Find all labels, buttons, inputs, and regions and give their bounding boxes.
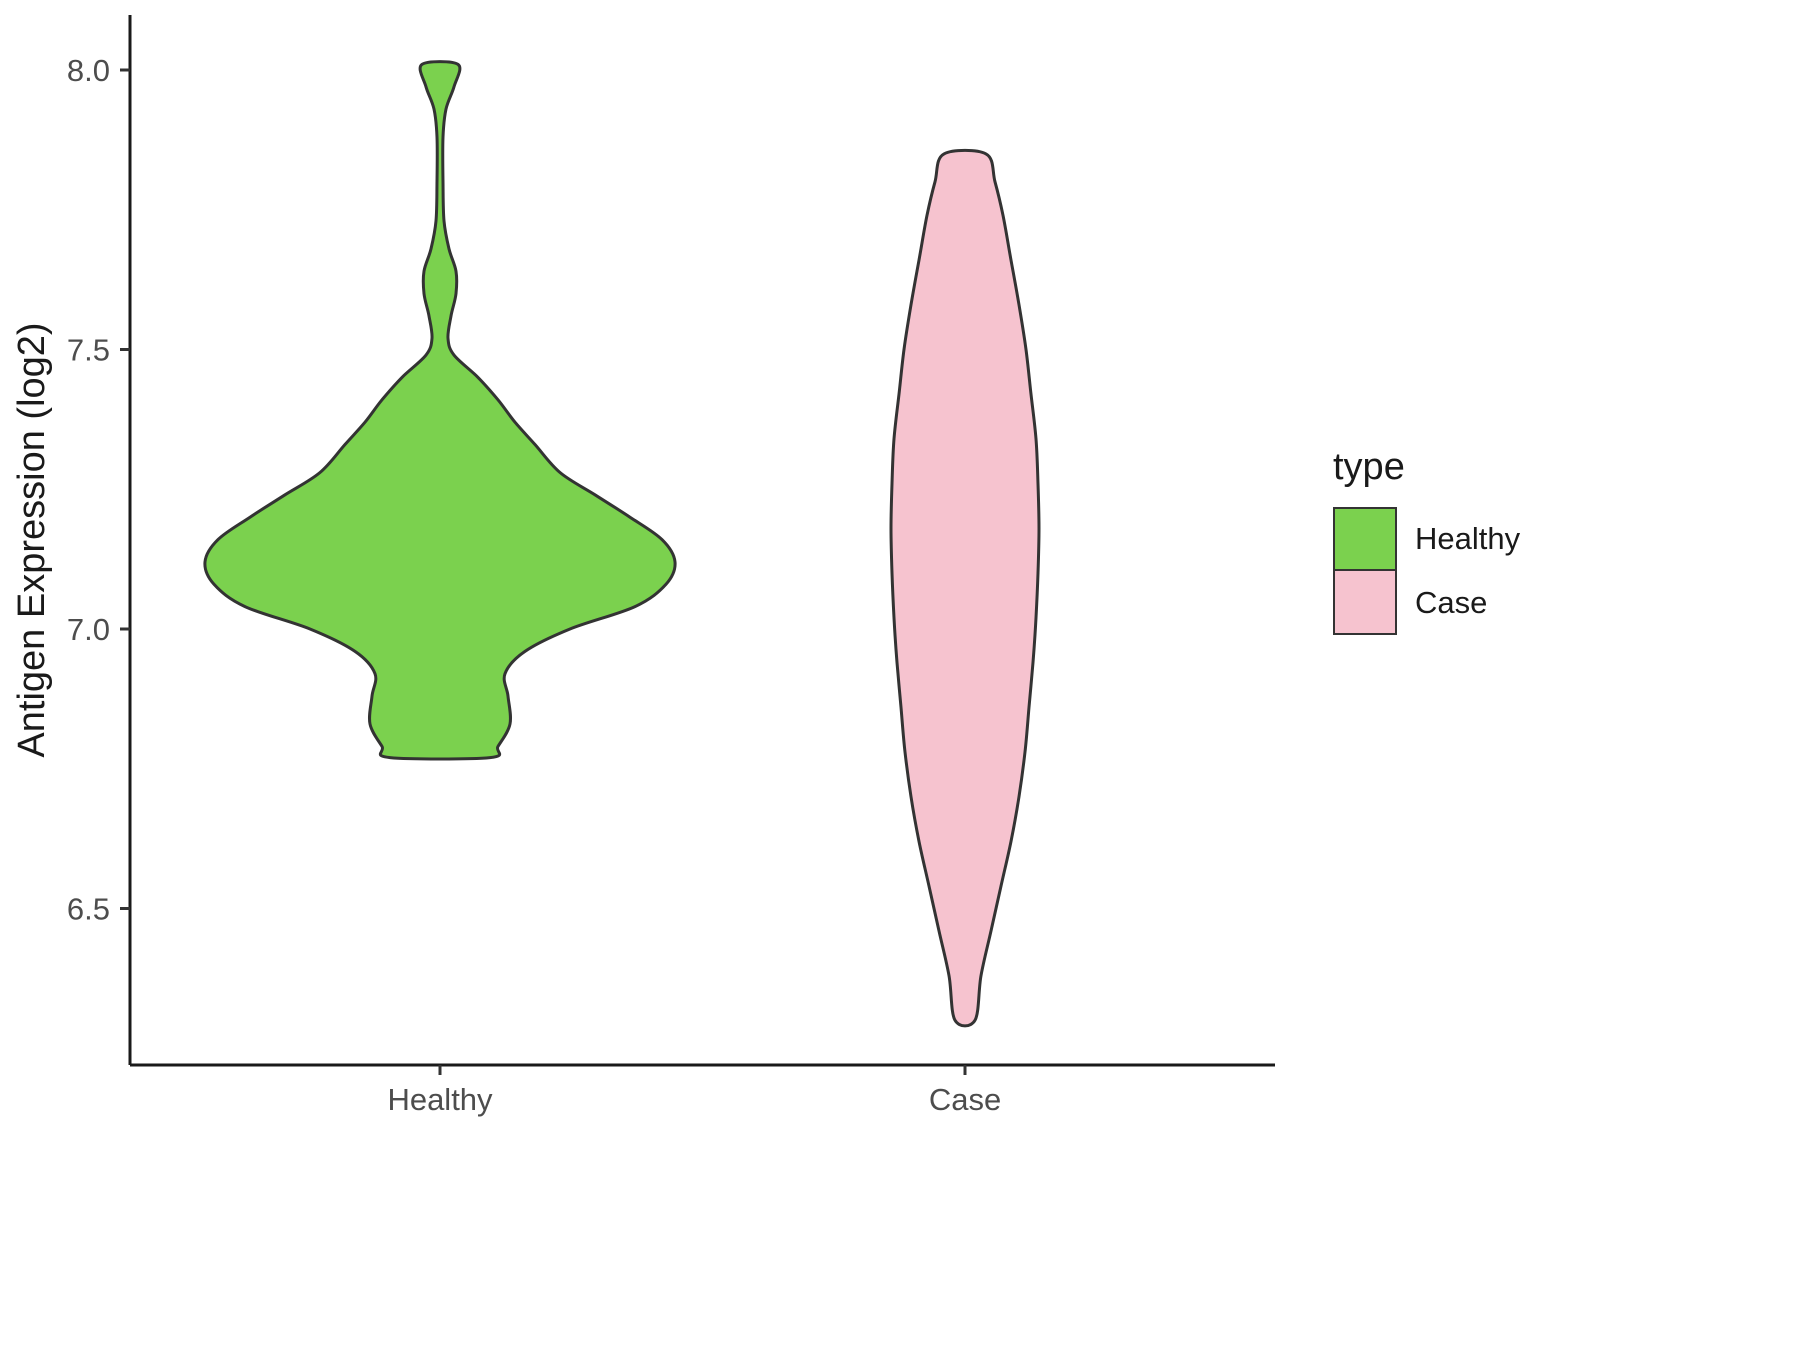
violin-case <box>889 148 1041 1028</box>
y-tick-label: 7.0 <box>67 612 110 647</box>
legend-item-healthy: Healthy <box>1333 507 1520 571</box>
y-tick-label: 7.5 <box>67 333 110 368</box>
violin-healthy <box>203 60 677 761</box>
x-tick-label-healthy: Healthy <box>387 1082 493 1117</box>
legend-swatch-healthy <box>1333 507 1397 571</box>
y-tick-label: 6.5 <box>67 892 110 927</box>
legend-swatch-case <box>1333 571 1397 635</box>
y-tick-label: 8.0 <box>67 53 110 88</box>
legend-item-case: Case <box>1333 571 1520 635</box>
legend: type Healthy Case <box>1333 446 1520 635</box>
legend-label-healthy: Healthy <box>1415 521 1521 556</box>
y-axis-title: Antigen Expression (log2) <box>11 322 53 757</box>
legend-title: type <box>1333 446 1405 488</box>
legend-label-case: Case <box>1415 585 1488 620</box>
x-tick-label-case: Case <box>929 1082 1001 1117</box>
